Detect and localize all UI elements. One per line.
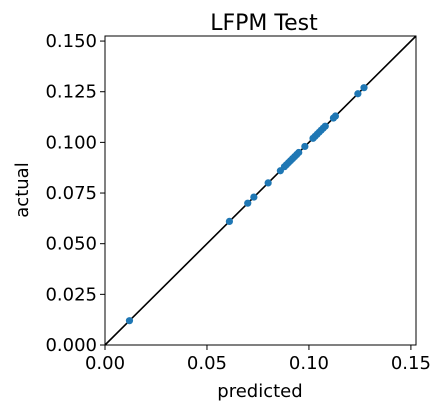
x-tick-label: 0.05 xyxy=(187,353,227,374)
data-point xyxy=(331,112,340,120)
y-tick-label: 0.075 xyxy=(45,183,97,204)
points-layer xyxy=(125,84,368,325)
axes-frame xyxy=(104,35,417,346)
y-tick-label: 0.000 xyxy=(45,335,97,356)
data-point xyxy=(321,122,329,130)
y-tick-label: 0.125 xyxy=(45,82,97,103)
x-tick-label: 0.15 xyxy=(391,353,431,374)
x-tick-label: 0.10 xyxy=(289,353,329,374)
data-point xyxy=(244,199,252,207)
axes-layer: 0.00 0.05 0.10 0.15 0.000 0.025 0.050 0.075 0.10… xyxy=(45,31,430,374)
y-tick-label: 0.025 xyxy=(45,284,97,305)
x-axis-label: predicted xyxy=(217,381,302,402)
data-point xyxy=(264,179,272,187)
y-axis-label: actual xyxy=(12,162,33,217)
data-point xyxy=(125,317,134,325)
data-point xyxy=(360,84,368,92)
data-point xyxy=(354,90,362,98)
y-tick-label: 0.100 xyxy=(45,132,97,153)
x-tick-label: 0.00 xyxy=(85,353,125,374)
data-point xyxy=(295,148,303,157)
data-point xyxy=(250,193,258,201)
data-point xyxy=(301,142,309,151)
y-tick-label: 0.150 xyxy=(45,31,97,52)
y-tick-label: 0.050 xyxy=(45,234,97,255)
data-point xyxy=(225,217,233,225)
chart-title: LFPM Test xyxy=(210,11,318,36)
